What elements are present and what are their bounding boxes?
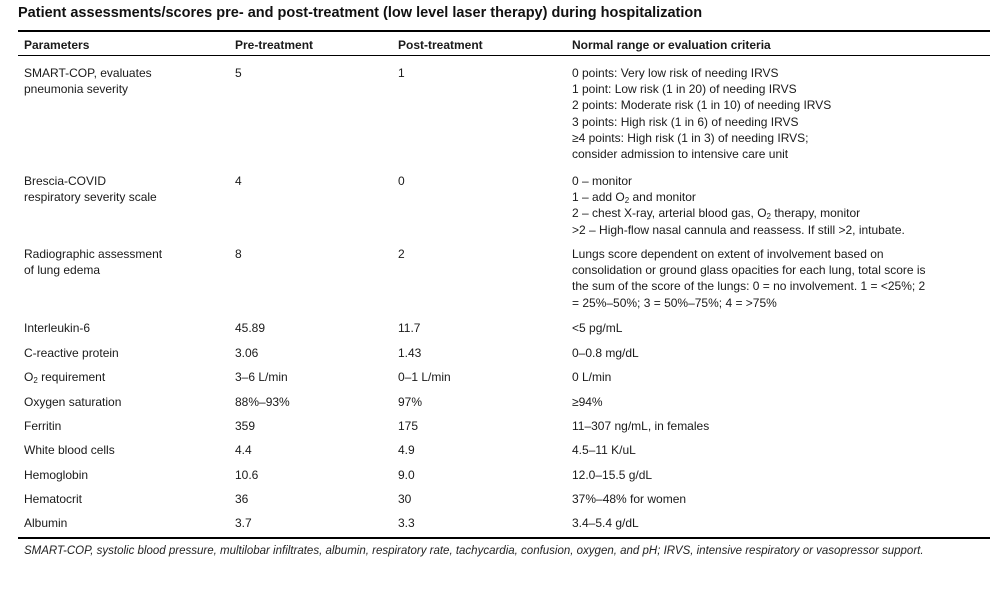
cell-post-treatment: 1.43: [398, 346, 422, 360]
cell-parameter: Hemoglobin: [24, 467, 224, 483]
cell-pre-treatment: 3.06: [235, 346, 259, 360]
parameter-line: Ferritin: [24, 419, 62, 433]
cell-post-treatment: 3.3: [398, 516, 415, 530]
cell-normal-range: ≥94%: [572, 394, 967, 410]
cell-normal-range: 0 L/min: [572, 369, 967, 385]
cell-post-treatment: 175: [398, 419, 419, 433]
cell-post-treatment: 0–1 L/min: [398, 370, 451, 384]
cell-normal-range: 4.5–11 K/uL: [572, 442, 967, 458]
cell-pre-treatment: 3.7: [235, 516, 252, 530]
cell-pre-treatment: 3–6 L/min: [235, 370, 288, 384]
cell-post-treatment: 4.9: [398, 443, 415, 457]
cell-post-treatment: 0: [398, 174, 405, 188]
header-parameters: Parameters: [24, 38, 90, 52]
cell-parameter: Interleukin-6: [24, 320, 224, 336]
normal-range-line: 2 – chest X-ray, arterial blood gas, O2 …: [572, 206, 861, 222]
cell-normal-range: 37%–48% for women: [572, 491, 967, 507]
bottom-rule: [18, 537, 990, 539]
normal-range-line: 0–0.8 mg/dL: [572, 346, 639, 360]
normal-range-line: ≥94%: [572, 395, 603, 409]
cell-post-treatment: 1: [398, 66, 405, 80]
parameter-line: Oxygen saturation: [24, 395, 122, 409]
cell-normal-range: Lungs score dependent on extent of invol…: [572, 246, 967, 311]
cell-parameter: SMART-COP, evaluates pneumonia severity: [24, 65, 224, 97]
normal-range-line: 3.4–5.4 g/dL: [572, 516, 639, 530]
cell-pre-treatment: 8: [235, 247, 242, 261]
parameter-line: Hemoglobin: [24, 468, 89, 482]
cell-normal-range: 0 points: Very low risk of needing IRVS 1…: [572, 65, 967, 162]
cell-normal-range: 12.0–15.5 g/dL: [572, 467, 967, 483]
normal-range-line: 12.0–15.5 g/dL: [572, 468, 653, 482]
normal-range-line: Lungs score dependent on extent of invol…: [572, 247, 884, 261]
parameter-line: pneumonia severity: [24, 82, 129, 97]
header-normal-range: Normal range or evaluation criteria: [572, 38, 771, 52]
cell-parameter: Albumin: [24, 515, 224, 531]
parameter-line: Radiographic assessment: [24, 247, 163, 261]
normal-range-line: 4.5–11 K/uL: [572, 443, 636, 457]
cell-parameter: Brescia-COVID respiratory severity scale: [24, 173, 224, 205]
cell-parameter: Ferritin: [24, 418, 224, 434]
normal-range-line: 2 points: Moderate risk (1 in 10) of nee…: [572, 98, 832, 113]
header-post-treatment: Post-treatment: [398, 38, 483, 52]
parameter-line: of lung edema: [24, 263, 101, 278]
parameter-line: White blood cells: [24, 443, 115, 457]
parameter-line: Hematocrit: [24, 492, 83, 506]
cell-parameter: O2 requirement: [24, 369, 224, 385]
cell-pre-treatment: 4.4: [235, 443, 252, 457]
normal-range-line: 3 points: High risk (1 in 6) of needing …: [572, 114, 799, 129]
cell-post-treatment: 9.0: [398, 468, 415, 482]
normal-range-line: = 25%–50%; 3 = 50%–75%; 4 = >75%: [572, 295, 777, 310]
cell-parameter: White blood cells: [24, 442, 224, 458]
parameter-line: Brescia-COVID: [24, 174, 107, 188]
normal-range-line: ≥4 points: High risk (1 in 3) of needing…: [572, 130, 809, 145]
cell-parameter: Hematocrit: [24, 491, 224, 507]
cell-normal-range: 3.4–5.4 g/dL: [572, 515, 967, 531]
parameter-line: Interleukin-6: [24, 321, 91, 335]
table-footnote: SMART-COP, systolic blood pressure, mult…: [24, 545, 924, 557]
cell-pre-treatment: 359: [235, 419, 256, 433]
cell-pre-treatment: 5: [235, 66, 242, 80]
cell-pre-treatment: 45.89: [235, 321, 266, 335]
cell-normal-range: 0 – monitor 1 – add O2 and monitor 2 – che…: [572, 173, 967, 238]
cell-parameter: Oxygen saturation: [24, 394, 224, 410]
cell-pre-treatment: 36: [235, 492, 249, 506]
parameter-line: O2 requirement: [24, 370, 106, 385]
cell-pre-treatment: 88%–93%: [235, 395, 290, 409]
table-title: Patient assessments/scores pre- and post…: [18, 5, 703, 21]
parameter-line: C-reactive protein: [24, 346, 119, 360]
top-rule: [18, 30, 990, 32]
cell-pre-treatment: 10.6: [235, 468, 259, 482]
normal-range-line: 11–307 ng/mL, in females: [572, 419, 710, 433]
normal-range-line: consolidation or ground glass opacities …: [572, 263, 926, 278]
cell-pre-treatment: 4: [235, 174, 242, 188]
normal-range-line: 0 points: Very low risk of needing IRVS: [572, 66, 779, 80]
normal-range-line: >2 – High-flow nasal cannula and reasses…: [572, 222, 905, 237]
cell-parameter: C-reactive protein: [24, 345, 224, 361]
parameter-line: SMART-COP, evaluates: [24, 66, 152, 80]
cell-normal-range: <5 pg/mL: [572, 320, 967, 336]
normal-range-line: consider admission to intensive care uni…: [572, 147, 789, 162]
normal-range-line: 1 point: Low risk (1 in 20) of needing I…: [572, 82, 797, 97]
normal-range-line: 1 – add O2 and monitor: [572, 190, 696, 206]
parameter-line: Albumin: [24, 516, 68, 530]
cell-post-treatment: 30: [398, 492, 412, 506]
parameter-line: respiratory severity scale: [24, 190, 157, 205]
cell-normal-range: 11–307 ng/mL, in females: [572, 418, 967, 434]
normal-range-line: 0 – monitor: [572, 174, 633, 188]
cell-normal-range: 0–0.8 mg/dL: [572, 345, 967, 361]
normal-range-line: <5 pg/mL: [572, 321, 623, 335]
cell-parameter: Radiographic assessment of lung edema: [24, 246, 224, 278]
header-rule: [18, 55, 990, 56]
normal-range-line: 37%–48% for women: [572, 492, 687, 506]
normal-range-line: 0 L/min: [572, 370, 612, 384]
header-pre-treatment: Pre-treatment: [235, 38, 314, 52]
cell-post-treatment: 11.7: [398, 321, 421, 335]
cell-post-treatment: 2: [398, 247, 405, 261]
cell-post-treatment: 97%: [398, 395, 423, 409]
normal-range-line: the sum of the score of the lungs: 0 = n…: [572, 279, 926, 294]
